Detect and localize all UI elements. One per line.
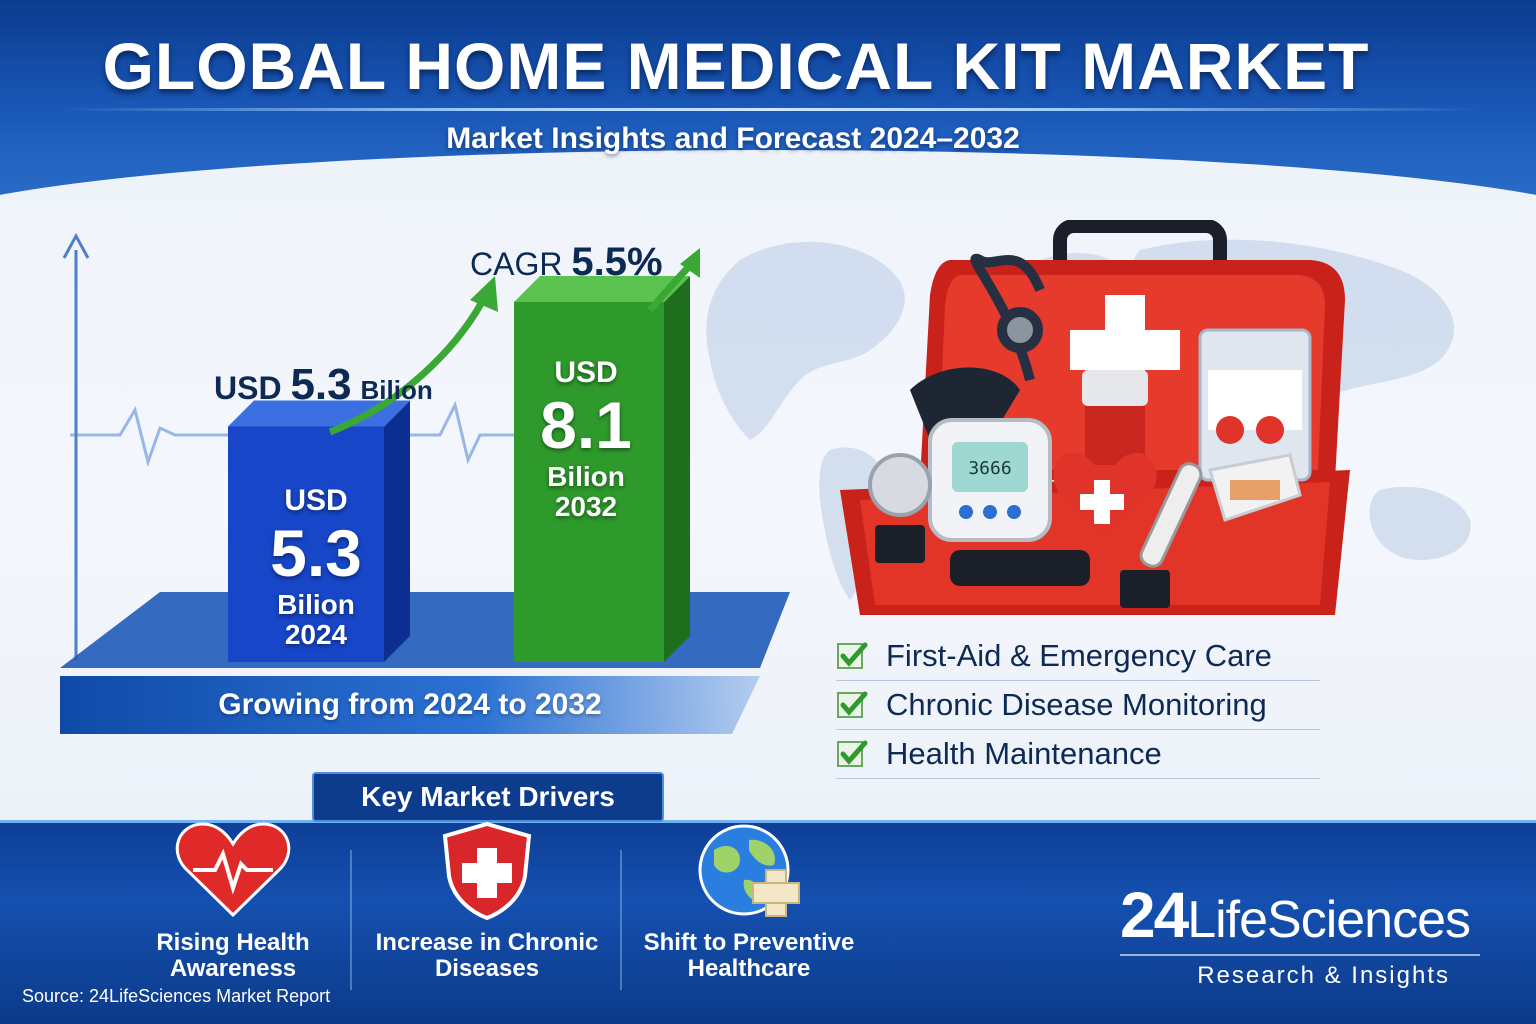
bar-label-2024: USD 5.3 Bilion 2024	[226, 484, 406, 651]
annotation-2024: USD 5.3 Bilion	[214, 360, 433, 410]
checkmark-icon	[837, 740, 868, 767]
pill-bottle-icon	[1082, 370, 1148, 480]
brand-rule	[1120, 954, 1480, 956]
brand-tagline: Research & Insights	[1197, 962, 1450, 989]
driver-label: Increase in Chronic Diseases	[352, 929, 622, 983]
shield-cross-icon	[442, 821, 532, 920]
driver-divider	[620, 850, 622, 990]
source-note: Source: 24LifeSciences Market Report	[22, 986, 331, 1006]
bar-label-year: 2032	[554, 491, 618, 523]
checklist-item: First-Aid & Emergency Care	[836, 632, 1320, 681]
checklist-text: First-Aid & Emergency Care	[886, 638, 1272, 673]
annotation-prefix: USD	[214, 370, 282, 406]
checklist-item: Health Maintenance	[836, 730, 1320, 779]
growth-caption: Growing from 2024 to 2032	[60, 676, 760, 734]
header-banner	[0, 0, 1536, 200]
driver-label: Shift to Preventive Healthcare	[614, 929, 884, 983]
driver-rising-health-awareness: Rising Health Awareness	[98, 820, 368, 1010]
header-divider	[60, 108, 1480, 111]
cagr-text: CAGR	[470, 246, 563, 282]
bar-top-2032	[514, 276, 690, 302]
application-checklist: First-Aid & Emergency Care Chronic Disea…	[836, 632, 1320, 779]
brand-logo: 24LifeSciences Research & Insights	[1120, 878, 1480, 990]
bar-label-value: 5.3	[270, 516, 362, 590]
bar-top-2024	[228, 400, 410, 427]
page-title: GLOBAL HOME MEDICAL KIT MARKET	[102, 29, 1370, 103]
checkmark-icon	[837, 642, 868, 669]
bar-label-year: 2024	[284, 619, 348, 651]
lid-cross-icon	[1070, 295, 1180, 405]
brand-name: 24LifeSciences	[1120, 878, 1480, 952]
bar-side-2024	[384, 400, 410, 662]
driver-divider	[350, 850, 352, 990]
bar-label-usd: USD	[554, 356, 618, 389]
ointment-tube-icon	[1208, 453, 1302, 522]
bar-label-unit: Bilion	[277, 588, 355, 620]
stethoscope-icon	[970, 253, 1045, 382]
medicine-box-icon	[1198, 328, 1312, 482]
driver-label-line2: Diseases	[434, 955, 540, 983]
cagr-value: 5.5%	[571, 240, 663, 284]
bar-label-unit: Bilion	[547, 460, 625, 492]
brand-wordmark: LifeSciences	[1187, 891, 1471, 949]
annotation-unit: Bilion	[360, 375, 433, 405]
y-axis-arrow-icon	[62, 232, 90, 259]
heart-cross-icon	[1053, 452, 1157, 540]
brand-number: 24	[1120, 879, 1189, 951]
globe-cross-icon	[698, 824, 800, 917]
bar-2032	[514, 302, 664, 662]
growth-arrow-2-head-icon	[680, 248, 700, 278]
driver-label-line2: Awareness	[169, 955, 297, 983]
growth-arrow-1-head-icon	[470, 276, 498, 312]
growth-arrow-1	[328, 300, 486, 436]
cagr-label: CAGR 5.5%	[470, 240, 663, 285]
bar-label-2032: USD 8.1 Bilion 2032	[496, 356, 676, 523]
driver-preventive-healthcare: Shift to Preventive Healthcare	[614, 820, 884, 1010]
bp-monitor-icon: 3666	[928, 418, 1052, 542]
bar-2024	[228, 426, 384, 662]
drivers-title: Key Market Drivers	[312, 772, 664, 822]
thermometer-icon	[1139, 462, 1203, 568]
monitor-reading: 3666	[968, 458, 1011, 479]
checkmark-icon	[837, 691, 868, 718]
bar-label-usd: USD	[284, 484, 348, 517]
driver-chronic-diseases: Increase in Chronic Diseases	[352, 820, 622, 1010]
medical-kit-illustration: 3666	[840, 220, 1350, 615]
bar-side-2032	[664, 276, 690, 662]
heart-pulse-icon	[175, 822, 291, 918]
checklist-text: Health Maintenance	[886, 736, 1162, 771]
driver-label-line1: Shift to Preventive	[643, 929, 855, 956]
bar-label-value: 8.1	[540, 388, 632, 462]
market-bar-chart	[60, 232, 790, 668]
driver-label-line1: Increase in Chronic	[375, 929, 599, 956]
driver-label-line2: Healthcare	[687, 955, 811, 983]
annotation-value: 5.3	[290, 360, 352, 409]
bandage-roll-icon	[868, 453, 932, 517]
page-subtitle: Market Insights and Forecast 2024–2032	[446, 122, 1020, 155]
checklist-text: Chronic Disease Monitoring	[886, 687, 1267, 722]
driver-label-line1: Rising Health	[156, 929, 310, 956]
checklist-item: Chronic Disease Monitoring	[836, 681, 1320, 730]
driver-label: Rising Health Awareness	[98, 929, 368, 983]
